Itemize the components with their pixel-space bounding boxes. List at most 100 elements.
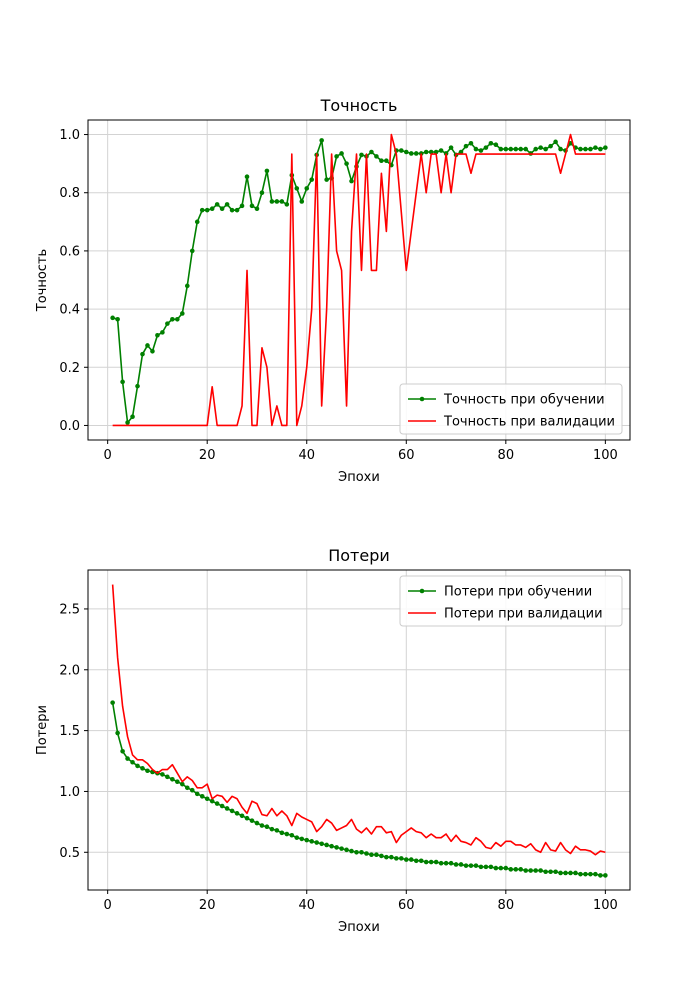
- data-point: [418, 858, 424, 864]
- data-point: [254, 820, 260, 826]
- data-point: [463, 863, 469, 868]
- y-tick-label: 2.0: [59, 663, 80, 678]
- data-point: [473, 863, 479, 868]
- data-point: [568, 870, 573, 876]
- x-tick-label: 60: [398, 898, 415, 913]
- data-point: [488, 140, 494, 146]
- data-point: [269, 199, 275, 204]
- data-point: [339, 151, 344, 156]
- data-point: [413, 858, 419, 864]
- data-point: [593, 871, 598, 877]
- data-point: [438, 860, 444, 866]
- data-point: [548, 869, 553, 875]
- data-point: [239, 203, 245, 209]
- data-point: [379, 158, 384, 164]
- y-tick-label: 0.5: [59, 846, 80, 861]
- data-point: [180, 311, 185, 316]
- legend-marker: [419, 396, 425, 402]
- y-axis-label: Потери: [35, 705, 50, 755]
- data-point: [593, 145, 598, 150]
- y-tick-label: 2.5: [59, 602, 80, 617]
- x-tick-label: 100: [593, 448, 618, 463]
- data-point: [170, 776, 175, 782]
- axes-frame: [87, 569, 631, 891]
- data-point: [194, 791, 200, 797]
- data-point: [369, 149, 374, 155]
- data-point: [478, 148, 484, 153]
- data-point: [503, 146, 509, 152]
- data-point: [384, 158, 389, 164]
- x-tick-label: 20: [199, 898, 216, 913]
- y-tick-label: 0.0: [59, 419, 80, 434]
- data-point: [329, 843, 334, 849]
- data-point: [453, 862, 459, 867]
- data-point: [588, 146, 593, 152]
- series-line-1: [111, 584, 606, 856]
- data-point: [558, 870, 563, 876]
- data-point: [324, 842, 329, 848]
- x-tick-label: 20: [199, 448, 216, 463]
- data-point: [458, 862, 464, 867]
- x-axis-label: Эпохи: [338, 470, 380, 485]
- data-point: [135, 763, 140, 769]
- data-point: [603, 873, 608, 878]
- data-point: [583, 146, 588, 152]
- data-point: [219, 206, 225, 212]
- data-point: [428, 859, 434, 865]
- data-point: [209, 206, 215, 212]
- data-point: [468, 863, 474, 868]
- data-point: [189, 248, 195, 254]
- data-point: [588, 871, 593, 877]
- data-point: [284, 831, 290, 837]
- data-point: [563, 870, 568, 876]
- data-point: [374, 852, 379, 858]
- y-tick-label: 1.0: [59, 785, 80, 800]
- data-point: [314, 840, 319, 845]
- data-point: [578, 146, 583, 152]
- chart-0: 0 20 40 60 80 100 0.0 0.2 0.4 0.6 0.8 1.0 Точность Эп…: [35, 96, 631, 485]
- x-tick-label: 60: [398, 448, 415, 463]
- data-point: [548, 143, 553, 149]
- data-point: [433, 149, 439, 155]
- data-point: [573, 870, 578, 876]
- data-point: [513, 146, 519, 152]
- y-tick-label: 0.2: [59, 361, 80, 376]
- data-point: [199, 794, 205, 799]
- y-tick-label: 0.8: [59, 186, 80, 201]
- data-point: [468, 140, 474, 146]
- data-point: [558, 146, 563, 152]
- data-point: [364, 851, 369, 856]
- data-point: [603, 145, 608, 150]
- chart-1: 0 20 40 60 80 100 0.5 1.0 1.5 2.0 2.5 Потери Эпохи По…: [35, 546, 631, 935]
- legend-label: Точность при валидации: [443, 415, 615, 430]
- data-point: [344, 847, 349, 853]
- data-point: [130, 759, 135, 765]
- data-point: [209, 798, 215, 804]
- data-point: [135, 383, 140, 389]
- data-point: [349, 178, 354, 184]
- data-point: [389, 854, 394, 860]
- x-tick-label: 80: [498, 448, 515, 463]
- data-point: [204, 796, 210, 802]
- data-point: [423, 149, 429, 155]
- data-point: [498, 146, 504, 152]
- data-point: [403, 149, 409, 155]
- data-point: [408, 857, 414, 862]
- chart-title: Потери: [328, 546, 390, 565]
- data-point: [249, 203, 255, 209]
- data-point: [229, 207, 235, 213]
- data-point: [403, 857, 409, 862]
- axes-frame: [87, 119, 631, 441]
- data-point: [199, 207, 205, 213]
- data-point: [244, 815, 250, 821]
- data-point: [513, 867, 519, 872]
- data-point: [115, 316, 120, 322]
- x-tick-label: 100: [593, 898, 618, 913]
- data-point: [319, 841, 324, 847]
- x-tick-label: 0: [104, 898, 112, 913]
- data-point: [175, 779, 180, 785]
- data-point: [438, 148, 444, 153]
- data-point: [309, 839, 315, 844]
- data-point: [379, 853, 384, 859]
- data-point: [214, 202, 220, 207]
